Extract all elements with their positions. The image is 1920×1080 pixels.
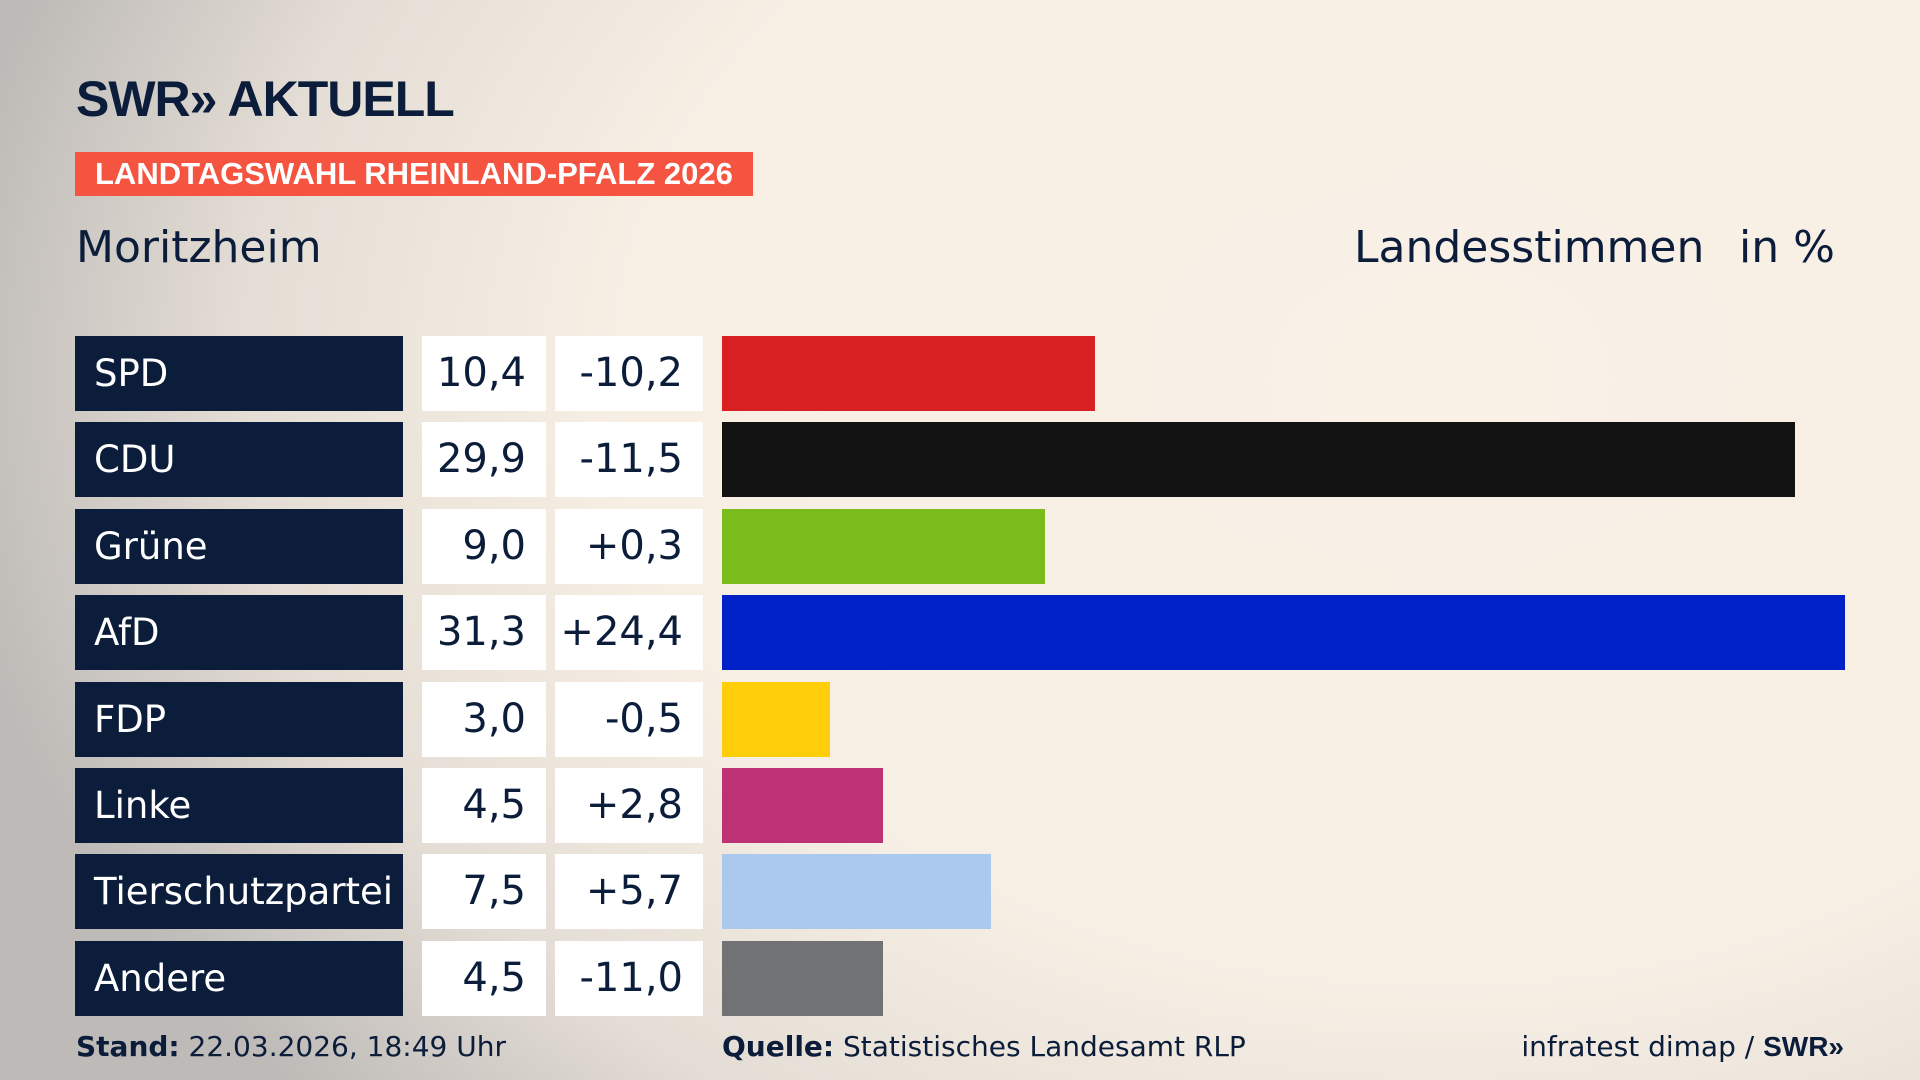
party-value: 4,5 [422, 768, 546, 843]
party-value: 7,5 [422, 854, 546, 930]
party-name: AfD [75, 595, 403, 671]
party-bar [722, 940, 884, 1016]
party-bar [722, 595, 1845, 671]
party-row: AfD 31,3 +24,4 [0, 595, 1920, 671]
party-diff: +24,4 [555, 595, 703, 671]
credit-text: infratest dimap / [1521, 1030, 1764, 1063]
party-name: Linke [75, 768, 403, 843]
source-value: Statistisches Landesamt RLP [843, 1030, 1246, 1063]
party-value: 9,0 [422, 508, 546, 584]
party-name: FDP [75, 681, 403, 757]
party-diff: +0,3 [555, 508, 703, 584]
unit-label: in % [1739, 222, 1835, 273]
party-value: 4,5 [422, 940, 546, 1016]
stand-label: Stand: [76, 1030, 180, 1063]
party-diff: -11,5 [555, 422, 703, 498]
party-name: SPD [75, 336, 403, 411]
party-value: 3,0 [422, 681, 546, 757]
party-diff: -10,2 [555, 336, 703, 411]
party-row: Grüne 9,0 +0,3 [0, 508, 1920, 584]
place-title: Moritzheim [76, 222, 322, 273]
party-diff: +2,8 [555, 768, 703, 843]
party-bar [722, 336, 1096, 411]
party-bar [722, 854, 992, 930]
party-row: SPD 10,4 -10,2 [0, 336, 1920, 411]
party-name: CDU [75, 422, 403, 498]
timestamp: Stand: 22.03.2026, 18:49 Uhr [76, 1030, 506, 1063]
party-bar [722, 508, 1045, 584]
party-bar [722, 681, 830, 757]
party-row: Linke 4,5 +2,8 [0, 768, 1920, 843]
swr-aktuell-logo: SWR» AKTUELL [76, 71, 455, 127]
source-label: Quelle: [722, 1030, 835, 1063]
party-row: CDU 29,9 -11,5 [0, 422, 1920, 498]
party-name: Andere [75, 940, 403, 1016]
party-row: Andere 4,5 -11,0 [0, 940, 1920, 1016]
party-row: FDP 3,0 -0,5 [0, 681, 1920, 757]
party-value: 10,4 [422, 336, 546, 411]
party-name: Tierschutzpartei [75, 854, 403, 930]
party-diff: -11,0 [555, 940, 703, 1016]
party-row: Tierschutzpartei 7,5 +5,7 [0, 854, 1920, 930]
swr-logo: SWR» [1763, 1031, 1844, 1062]
source: Quelle: Statistisches Landesamt RLP [722, 1030, 1246, 1063]
party-value: 29,9 [422, 422, 546, 498]
party-diff: +5,7 [555, 854, 703, 930]
vote-type-label: Landesstimmen [1354, 222, 1705, 273]
party-diff: -0,5 [555, 681, 703, 757]
credit: infratest dimap / SWR» [1521, 1030, 1844, 1063]
stand-value: 22.03.2026, 18:49 Uhr [188, 1030, 506, 1063]
election-banner: LANDTAGSWAHL RHEINLAND-PFALZ 2026 [75, 152, 753, 196]
party-name: Grüne [75, 508, 403, 584]
party-value: 31,3 [422, 595, 546, 671]
party-bar [722, 768, 884, 843]
party-bar [722, 422, 1795, 498]
